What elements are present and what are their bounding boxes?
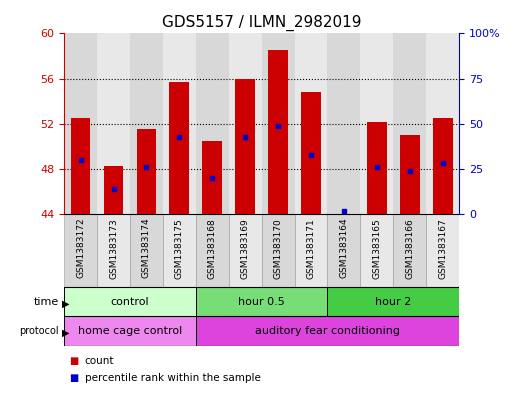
Bar [64, 33, 97, 214]
Text: GSM1383167: GSM1383167 [438, 218, 447, 279]
Text: percentile rank within the sample: percentile rank within the sample [85, 373, 261, 383]
Bar [196, 316, 459, 346]
Bar [426, 214, 459, 287]
Bar [367, 121, 387, 214]
Text: GSM1383172: GSM1383172 [76, 218, 85, 279]
Bar [393, 33, 426, 214]
Text: count: count [85, 356, 114, 366]
Bar [202, 141, 222, 214]
Text: GSM1383171: GSM1383171 [306, 218, 315, 279]
Bar [327, 214, 360, 287]
Text: GSM1383164: GSM1383164 [340, 218, 348, 279]
Bar [327, 33, 360, 214]
Text: GSM1383168: GSM1383168 [208, 218, 217, 279]
Text: auditory fear conditioning: auditory fear conditioning [255, 326, 400, 336]
Bar [262, 33, 294, 214]
Bar [196, 33, 229, 214]
Bar [400, 135, 420, 214]
Text: GSM1383175: GSM1383175 [175, 218, 184, 279]
Bar [196, 287, 327, 316]
Bar [64, 316, 196, 346]
Bar [433, 118, 452, 214]
Bar [64, 287, 196, 316]
Bar [104, 165, 123, 214]
Bar [163, 33, 196, 214]
Bar [235, 79, 255, 214]
Text: ■: ■ [69, 356, 78, 366]
Bar [130, 214, 163, 287]
Bar [97, 214, 130, 287]
Bar [229, 33, 262, 214]
Bar [169, 82, 189, 214]
Bar [426, 33, 459, 214]
Text: GSM1383174: GSM1383174 [142, 218, 151, 279]
Bar [268, 50, 288, 214]
Text: GSM1383169: GSM1383169 [241, 218, 250, 279]
Text: ▶: ▶ [62, 299, 69, 309]
Text: protocol: protocol [19, 326, 59, 336]
Title: GDS5157 / ILMN_2982019: GDS5157 / ILMN_2982019 [162, 15, 361, 31]
Bar [301, 92, 321, 214]
Text: ▶: ▶ [62, 328, 69, 338]
Text: GSM1383170: GSM1383170 [273, 218, 283, 279]
Text: time: time [34, 297, 59, 307]
Bar [136, 129, 156, 214]
Text: control: control [111, 297, 149, 307]
Bar [71, 118, 90, 214]
Bar [294, 33, 327, 214]
Bar [360, 33, 393, 214]
Text: hour 2: hour 2 [375, 297, 411, 307]
Bar [262, 214, 294, 287]
Text: hour 0.5: hour 0.5 [238, 297, 285, 307]
Bar [97, 33, 130, 214]
Text: GSM1383165: GSM1383165 [372, 218, 381, 279]
Bar [64, 214, 97, 287]
Text: GSM1383166: GSM1383166 [405, 218, 415, 279]
Bar [229, 214, 262, 287]
Bar [327, 287, 459, 316]
Text: GSM1383173: GSM1383173 [109, 218, 118, 279]
Bar [163, 214, 196, 287]
Text: ■: ■ [69, 373, 78, 383]
Bar [196, 214, 229, 287]
Bar [294, 214, 327, 287]
Bar [130, 33, 163, 214]
Bar [393, 214, 426, 287]
Bar [360, 214, 393, 287]
Text: home cage control: home cage control [78, 326, 182, 336]
